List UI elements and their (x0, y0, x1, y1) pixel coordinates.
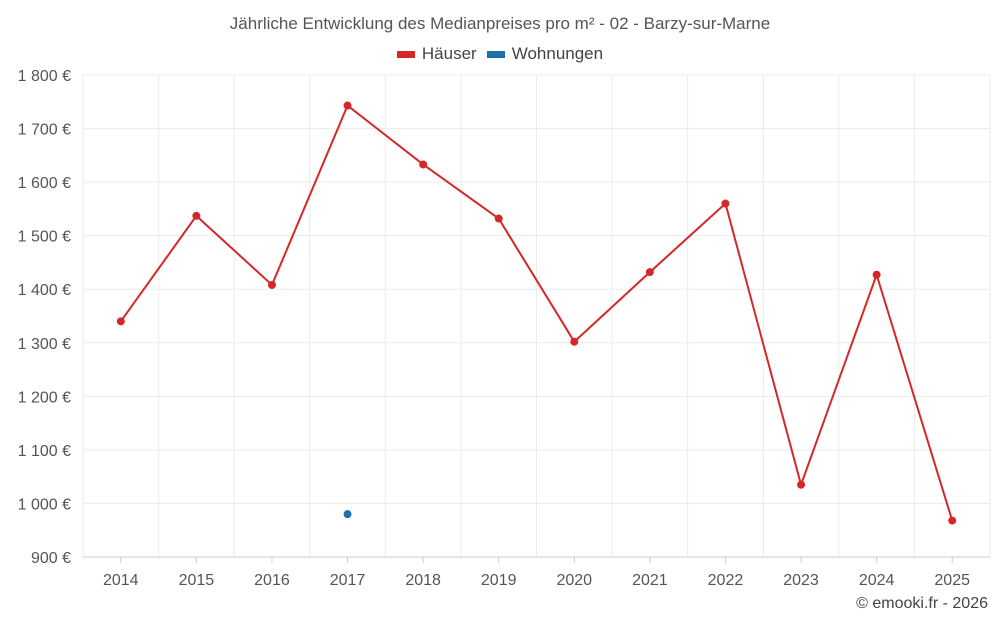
legend-swatch-haeuser (396, 50, 415, 58)
y-tick-label: 1 600 € (18, 175, 71, 192)
legend-label-wohnungen: Wohnungen (511, 44, 604, 63)
y-tick-label: 1 200 € (18, 389, 71, 406)
x-tick-label: 2019 (481, 572, 517, 589)
data-point-0-2022 (721, 199, 730, 208)
y-tick-label: 1 300 € (18, 336, 71, 353)
data-point-0-2024 (872, 270, 881, 279)
x-tick-label: 2016 (254, 572, 290, 589)
y-tick-label: 1 100 € (18, 443, 71, 460)
y-tick-label: 1 800 € (18, 68, 71, 85)
axis-layer: 900 € 1 000 € 1 100 € 1 200 € 1 300 € 1 400 €… (18, 68, 990, 589)
data-point-0-2021 (645, 268, 654, 277)
legend-label-haeuser: Häuser (421, 44, 477, 63)
x-tick-label: 2018 (405, 572, 441, 589)
data-point-0-2014 (116, 317, 125, 326)
y-tick-label: 900 € (31, 550, 71, 567)
grid-layer (82, 74, 991, 558)
x-tick-label: 2017 (330, 572, 366, 589)
x-tick-label: 2024 (859, 572, 895, 589)
data-point-1-2017 (343, 510, 352, 519)
legend-item-haeuser[interactable]: Häuser (396, 44, 477, 64)
legend: Häuser Wohnungen (0, 44, 1000, 64)
data-point-0-2016 (267, 280, 276, 289)
credit-text: © emooki.fr - 2026 (856, 595, 988, 612)
legend-swatch-wohnungen (486, 50, 505, 58)
legend-item-wohnungen[interactable]: Wohnungen (486, 44, 604, 64)
data-point-0-2019 (494, 214, 503, 223)
y-tick-label: 1 000 € (18, 496, 71, 513)
x-tick-label: 2015 (179, 572, 215, 589)
data-point-0-2020 (570, 337, 579, 346)
y-tick-label: 1 400 € (18, 282, 71, 299)
data-point-0-2017 (343, 101, 352, 110)
y-tick-label: 1 500 € (18, 229, 71, 246)
series-line-0 (119, 104, 954, 521)
x-tick-label: 2025 (934, 572, 970, 589)
x-tick-label: 2022 (708, 572, 744, 589)
y-tick-label: 1 700 € (18, 122, 71, 139)
data-point-0-2015 (192, 211, 201, 220)
x-tick-label: 2020 (556, 572, 592, 589)
x-tick-label: 2023 (783, 572, 819, 589)
series-layer (116, 101, 957, 525)
x-tick-label: 2021 (632, 572, 668, 589)
chart-title: Jährliche Entwicklung des Medianpreises … (229, 14, 771, 33)
x-tick-label: 2014 (103, 572, 139, 589)
data-point-0-2023 (797, 480, 806, 489)
data-point-0-2018 (419, 160, 428, 169)
data-point-0-2025 (948, 516, 957, 525)
